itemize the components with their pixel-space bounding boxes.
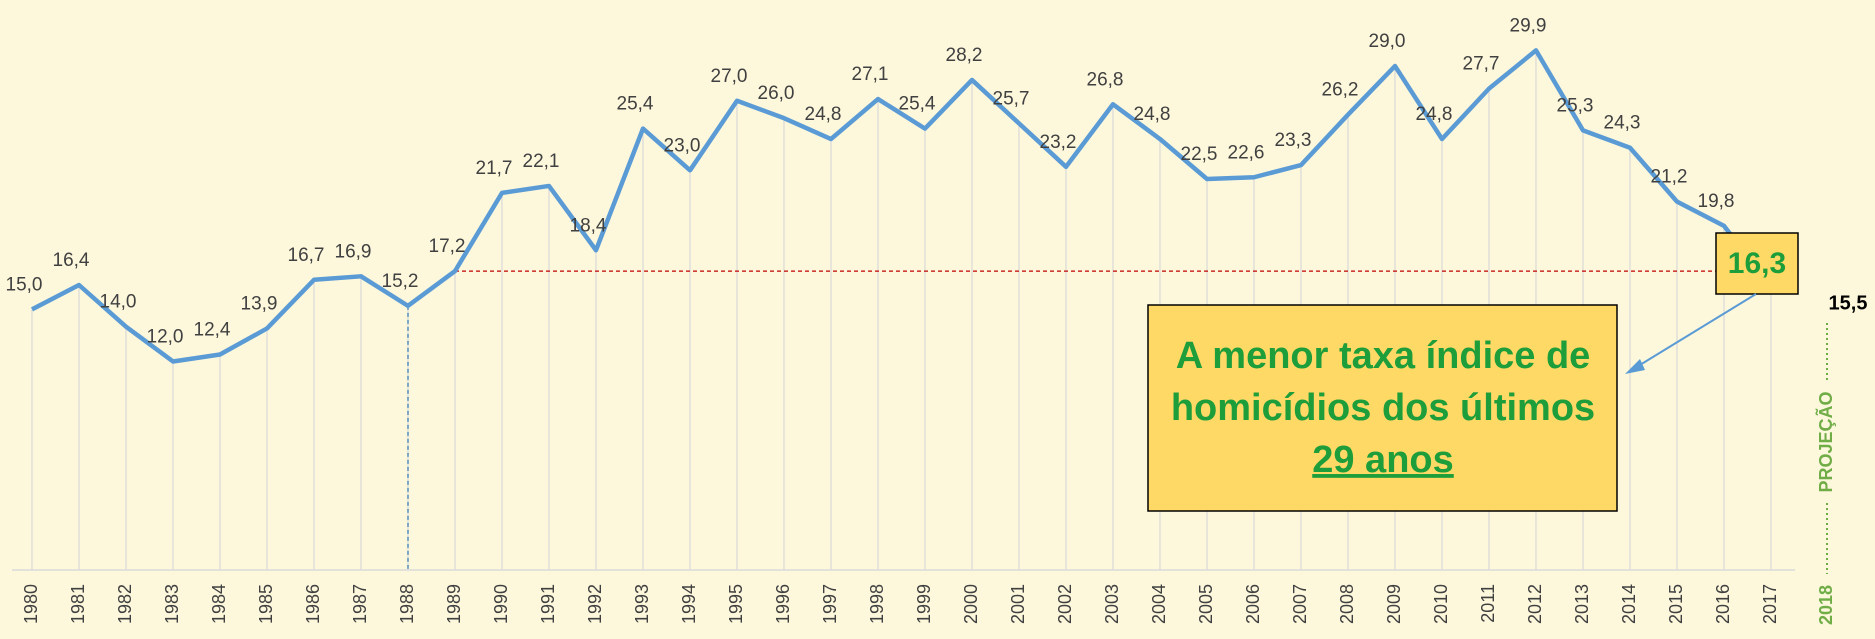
x-tick-label: 2014 xyxy=(1619,584,1639,624)
data-label: 24,3 xyxy=(1604,113,1641,134)
arrow xyxy=(1634,293,1757,369)
x-tick-label: 1996 xyxy=(773,584,793,624)
data-label: 21,2 xyxy=(1651,167,1688,188)
data-label: 24,8 xyxy=(1134,104,1171,125)
x-tick-label: 1983 xyxy=(162,584,182,624)
data-label: 23,2 xyxy=(1040,132,1077,153)
x-tick-label: 2012 xyxy=(1525,584,1545,624)
highlight-box xyxy=(1715,232,1799,295)
x-tick-label: 2004 xyxy=(1149,584,1169,624)
x-tick-label: 2013 xyxy=(1572,584,1592,624)
x-tick-label: 2000 xyxy=(961,584,981,624)
x-tick-label: 2007 xyxy=(1290,584,1310,624)
data-label: 21,7 xyxy=(476,158,513,179)
projection-value: 15,5 xyxy=(1829,292,1868,314)
arrow-head xyxy=(1625,359,1645,374)
data-label: 22,5 xyxy=(1181,144,1218,165)
data-label: 22,1 xyxy=(523,151,560,172)
data-label: 17,2 xyxy=(429,236,466,257)
highlight-value: 16,3 xyxy=(1728,247,1786,280)
x-tick-label: 1997 xyxy=(820,584,840,624)
x-tick-label: 1992 xyxy=(585,584,605,624)
data-label: 25,7 xyxy=(993,88,1030,109)
x-tick-label: 1994 xyxy=(679,584,699,624)
data-label: 27,1 xyxy=(852,64,889,85)
x-tick-label: 2010 xyxy=(1431,584,1451,624)
x-tick-label: 1988 xyxy=(397,584,417,624)
data-label: 26,2 xyxy=(1322,80,1359,101)
data-label: 16,4 xyxy=(53,250,90,271)
data-label: 22,6 xyxy=(1228,142,1265,163)
data-label: 24,8 xyxy=(1416,104,1453,125)
x-tick-label: 1987 xyxy=(350,584,370,624)
projection-year: 2018 xyxy=(1816,585,1836,625)
x-tick-label: 1993 xyxy=(632,584,652,624)
annotation-text: homicídios dos últimos xyxy=(1171,387,1595,429)
x-tick-label: 1999 xyxy=(914,584,934,624)
x-tick-label: 1991 xyxy=(538,584,558,624)
annotation-text: 29 anos xyxy=(1312,439,1454,481)
x-tick-label: 2017 xyxy=(1760,584,1780,624)
x-tick-label: 1981 xyxy=(68,584,88,624)
data-label: 15,0 xyxy=(6,274,43,295)
x-tick-label: 1985 xyxy=(256,584,276,624)
x-tick-label: 1989 xyxy=(444,584,464,624)
x-tick-label: 1998 xyxy=(867,584,887,624)
data-label: 26,8 xyxy=(1087,69,1124,90)
data-label: 25,4 xyxy=(617,94,654,115)
data-label: 12,0 xyxy=(147,326,184,347)
data-label: 14,0 xyxy=(100,292,137,313)
x-tick-label: 2009 xyxy=(1384,584,1404,624)
data-label: 15,2 xyxy=(382,271,419,292)
x-tick-label: 1995 xyxy=(726,584,746,624)
data-label: 12,4 xyxy=(194,320,231,341)
data-label: 16,7 xyxy=(288,245,325,266)
projection-bg xyxy=(1815,383,1839,501)
x-tick-label: 1982 xyxy=(115,584,135,624)
data-line xyxy=(30,48,1773,364)
data-label: 18,4 xyxy=(570,215,607,236)
x-tick-label: 2015 xyxy=(1666,584,1686,624)
data-label: 24,8 xyxy=(805,104,842,125)
data-label: 26,0 xyxy=(758,83,795,104)
data-label: 23,3 xyxy=(1275,130,1312,151)
x-tick-label: 2003 xyxy=(1102,584,1122,624)
x-tick-label: 1986 xyxy=(303,584,323,624)
data-label: 25,4 xyxy=(899,94,936,115)
data-label: 27,7 xyxy=(1463,54,1500,75)
x-tick-label: 1984 xyxy=(209,584,229,624)
projection-label: PROJEÇÃO xyxy=(1815,391,1836,492)
x-tick-label: 2011 xyxy=(1478,584,1498,623)
x-tick-label: 2005 xyxy=(1196,584,1216,624)
data-label: 16,9 xyxy=(335,241,372,262)
data-label: 25,3 xyxy=(1557,95,1594,116)
annotation-box xyxy=(1147,304,1618,512)
data-label: 28,2 xyxy=(946,45,983,66)
x-tick-label: 2001 xyxy=(1008,584,1028,624)
annotation-text: A menor taxa índice de xyxy=(1176,335,1591,377)
data-label: 23,0 xyxy=(664,135,701,156)
data-label: 29,0 xyxy=(1369,31,1406,52)
data-label: 19,8 xyxy=(1698,191,1735,212)
x-tick-label: 2002 xyxy=(1055,584,1075,624)
data-label: 29,9 xyxy=(1510,15,1547,36)
data-label: 13,9 xyxy=(241,293,278,314)
projection-year-bg xyxy=(1815,580,1839,630)
x-tick-label: 1990 xyxy=(491,584,511,624)
x-tick-label: 2006 xyxy=(1243,584,1263,624)
x-tick-label: 2008 xyxy=(1337,584,1357,624)
data-label: 27,0 xyxy=(711,66,748,87)
x-tick-label: 2016 xyxy=(1713,584,1733,624)
x-tick-label: 1980 xyxy=(21,584,41,624)
